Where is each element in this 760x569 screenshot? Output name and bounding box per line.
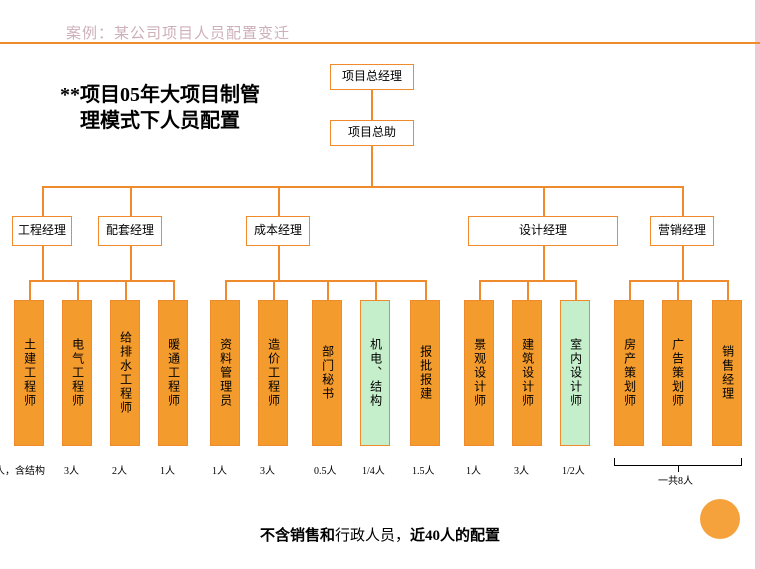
- node-leaf-9: 景观设计师: [464, 300, 494, 446]
- conn-leaf-6: [327, 280, 329, 300]
- conn-leaf-12: [629, 280, 631, 300]
- footer-text: 不含销售和行政人员，近40人的配置: [0, 524, 760, 545]
- leaf-count-6: 0.5人: [314, 462, 337, 477]
- leaf-count-9: 1人: [466, 462, 481, 477]
- leaf-count-10: 3人: [514, 462, 529, 477]
- conn-leaf-0: [29, 280, 31, 300]
- conn-leaf-5: [273, 280, 275, 300]
- leaf-count-2: 2人: [112, 462, 127, 477]
- node-mgr-eng: 工程经理: [12, 216, 72, 246]
- node-gm: 项目总经理: [330, 64, 414, 90]
- node-leaf-12: 房产策划师: [614, 300, 644, 446]
- conn-bus-to-cost: [278, 186, 280, 216]
- node-leaf-1: 电气工程师: [62, 300, 92, 446]
- leaf-count-11: 1/2人: [562, 462, 585, 477]
- conn-mkt-down: [682, 246, 684, 280]
- conn-leaf-2: [125, 280, 127, 300]
- footer-mid: 行政人员，: [335, 528, 410, 544]
- leaf-count-7: 1/4人: [362, 462, 385, 477]
- footer-bold: 近40人的配置: [410, 528, 500, 544]
- node-leaf-8: 报批报建: [410, 300, 440, 446]
- node-mgr-mkt: 营销经理: [650, 216, 714, 246]
- case-title: 案例：某公司项目人员配置变迁: [66, 22, 290, 43]
- right-pink-strip: [755, 0, 760, 569]
- subtitle-line1: **项目05年大项目制管: [60, 84, 260, 106]
- conn-leaf-11: [575, 280, 577, 300]
- conn-manager-bus: [42, 186, 682, 188]
- conn-bus-to-eng: [42, 186, 44, 216]
- conn-assist-bus: [371, 146, 373, 186]
- node-leaf-11: 室内设计师: [560, 300, 590, 446]
- leaf-count-5: 3人: [260, 462, 275, 477]
- conn-eng-down: [42, 246, 44, 280]
- leaf-count-4: 1人: [212, 462, 227, 477]
- conn-cost-childbus: [225, 280, 425, 282]
- node-leaf-6: 部门秘书: [312, 300, 342, 446]
- conn-bus-to-peitao: [130, 186, 132, 216]
- node-leaf-10: 建筑设计师: [512, 300, 542, 446]
- conn-leaf-4: [225, 280, 227, 300]
- leaf-count-1: 3人: [64, 462, 79, 477]
- node-leaf-7: 机电、结构: [360, 300, 390, 446]
- node-leaf-2: 给排水工程师: [110, 300, 140, 446]
- conn-bus-to-design: [543, 186, 545, 216]
- leaf-count-0: 7人，含结构: [0, 462, 45, 477]
- conn-gm-assist: [371, 90, 373, 120]
- conn-bus-to-mkt: [682, 186, 684, 216]
- node-assist: 项目总助: [330, 120, 414, 146]
- footer-pre: 不含销售和: [260, 528, 335, 544]
- conn-leaf-7: [375, 280, 377, 300]
- conn-leaf-8: [425, 280, 427, 300]
- conn-leaf-3: [173, 280, 175, 300]
- node-mgr-design: 设计经理: [468, 216, 618, 246]
- conn-cost-down: [278, 246, 280, 280]
- sales-bracket-label: 一共8人: [658, 472, 693, 487]
- node-mgr-peitao: 配套经理: [98, 216, 162, 246]
- node-mgr-cost: 成本经理: [246, 216, 310, 246]
- conn-leaf-9: [479, 280, 481, 300]
- conn-leaf-14: [727, 280, 729, 300]
- conn-leaf-1: [77, 280, 79, 300]
- leaf-count-3: 1人: [160, 462, 175, 477]
- conn-peitao-down: [130, 246, 132, 280]
- subtitle-line2: 理模式下人员配置: [80, 110, 240, 132]
- node-leaf-3: 暖通工程师: [158, 300, 188, 446]
- conn-leaf-13: [677, 280, 679, 300]
- node-leaf-0: 土建工程师: [14, 300, 44, 446]
- leaf-count-8: 1.5人: [412, 462, 435, 477]
- subtitle: **项目05年大项目制管 理模式下人员配置: [30, 82, 290, 134]
- conn-design-down: [543, 246, 545, 280]
- conn-leaf-10: [527, 280, 529, 300]
- node-leaf-4: 资料管理员: [210, 300, 240, 446]
- node-leaf-13: 广告策划师: [662, 300, 692, 446]
- sales-bracket: [614, 458, 742, 466]
- node-leaf-5: 造价工程师: [258, 300, 288, 446]
- conn-eng-childbus: [29, 280, 173, 282]
- node-leaf-14: 销售经理: [712, 300, 742, 446]
